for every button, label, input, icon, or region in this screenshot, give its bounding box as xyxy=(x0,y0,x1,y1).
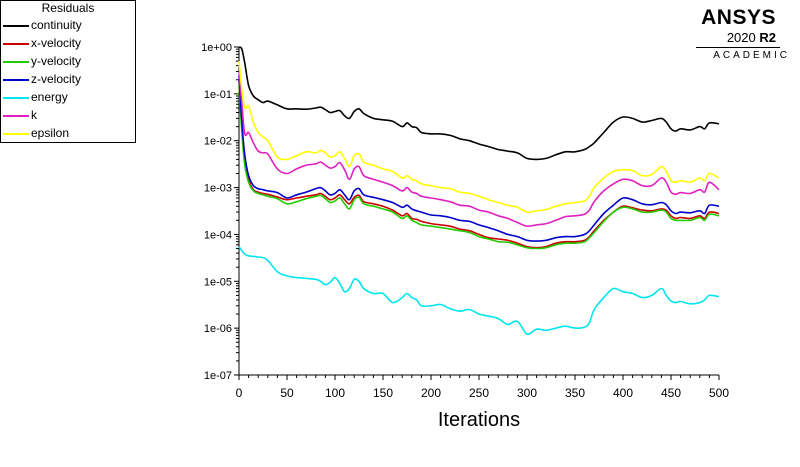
legend-label: continuity xyxy=(31,18,82,32)
legend-swatch xyxy=(3,61,29,63)
legend-swatch xyxy=(3,25,29,27)
y-tick-label: 1e-04 xyxy=(204,229,232,241)
y-tick-label: 1e-02 xyxy=(204,136,232,148)
brand-divider xyxy=(696,47,780,48)
series-line-energy xyxy=(238,246,720,335)
series-line-y-velocity xyxy=(238,85,720,250)
x-tick-label: 500 xyxy=(709,386,729,400)
legend-label: energy xyxy=(31,90,68,104)
brand-name: ANSYS xyxy=(701,6,776,29)
y-tick-label: 1e-06 xyxy=(204,323,232,335)
legend-label: y-velocity xyxy=(31,54,82,68)
legend-swatch xyxy=(3,79,29,81)
legend-label: x-velocity xyxy=(31,36,82,50)
x-tick-label: 400 xyxy=(613,386,633,400)
y-tick-label: 1e-07 xyxy=(204,370,232,382)
legend-swatch xyxy=(3,43,29,45)
legend-item-epsilon: epsilon xyxy=(1,125,135,143)
legend-item-continuity: continuity xyxy=(1,17,135,35)
x-tick-label: 300 xyxy=(517,386,537,400)
brand-version: 2020 R2 xyxy=(690,30,790,45)
legend-label: z-velocity xyxy=(31,72,82,86)
brand-year: 2020 xyxy=(726,30,756,45)
legend-item-z-velocity: z-velocity xyxy=(1,71,135,89)
legend-title: Residuals xyxy=(41,1,95,15)
y-tick-label: 1e-03 xyxy=(204,183,232,195)
x-tick-label: 150 xyxy=(373,386,393,400)
legend-item-energy: energy xyxy=(1,89,135,107)
legend-label: k xyxy=(31,108,37,122)
series-line-k xyxy=(238,71,720,228)
x-tick-label: 250 xyxy=(469,386,489,400)
x-tick-label: 0 xyxy=(236,386,243,400)
legend-item-x-velocity: x-velocity xyxy=(1,35,135,53)
x-tick-label: 350 xyxy=(565,386,585,400)
x-tick-label: 450 xyxy=(661,386,681,400)
y-tick-label: 1e-05 xyxy=(204,276,232,288)
series-line-x-velocity xyxy=(238,79,720,249)
legend-swatch xyxy=(3,115,29,117)
legend-label: epsilon xyxy=(31,126,70,140)
legend: Residuals continuity x-velocity y-velocity… xyxy=(0,0,136,143)
y-tick-label: 1e+00 xyxy=(201,42,232,54)
series-line-z-velocity xyxy=(238,75,720,242)
series-line-continuity xyxy=(238,46,720,161)
brand-edition: ACADEMIC xyxy=(713,50,790,61)
y-tick-label: 1e-01 xyxy=(204,89,232,101)
x-tick-label: 50 xyxy=(280,386,294,400)
chart-series xyxy=(238,46,720,335)
legend-item-y-velocity: y-velocity xyxy=(1,53,135,71)
legend-swatch xyxy=(3,97,29,99)
brand-logo: ANSYS 2020 R2 ACADEMIC xyxy=(690,6,790,62)
series-line-epsilon xyxy=(238,61,720,214)
x-tick-label: 200 xyxy=(421,386,441,400)
legend-swatch xyxy=(3,133,29,135)
chart-axes: 1e+00 1e-01 1e-02 1e-03 1e-04 1e-05 1e-06 1e-07… xyxy=(201,42,729,400)
legend-item-k: k xyxy=(1,107,135,125)
brand-release: R2 xyxy=(759,30,776,45)
x-tick-label: 100 xyxy=(325,386,345,400)
x-axis-label: Iterations xyxy=(438,409,520,431)
legend-items: continuity x-velocity y-velocity z-velocity… xyxy=(1,17,135,143)
